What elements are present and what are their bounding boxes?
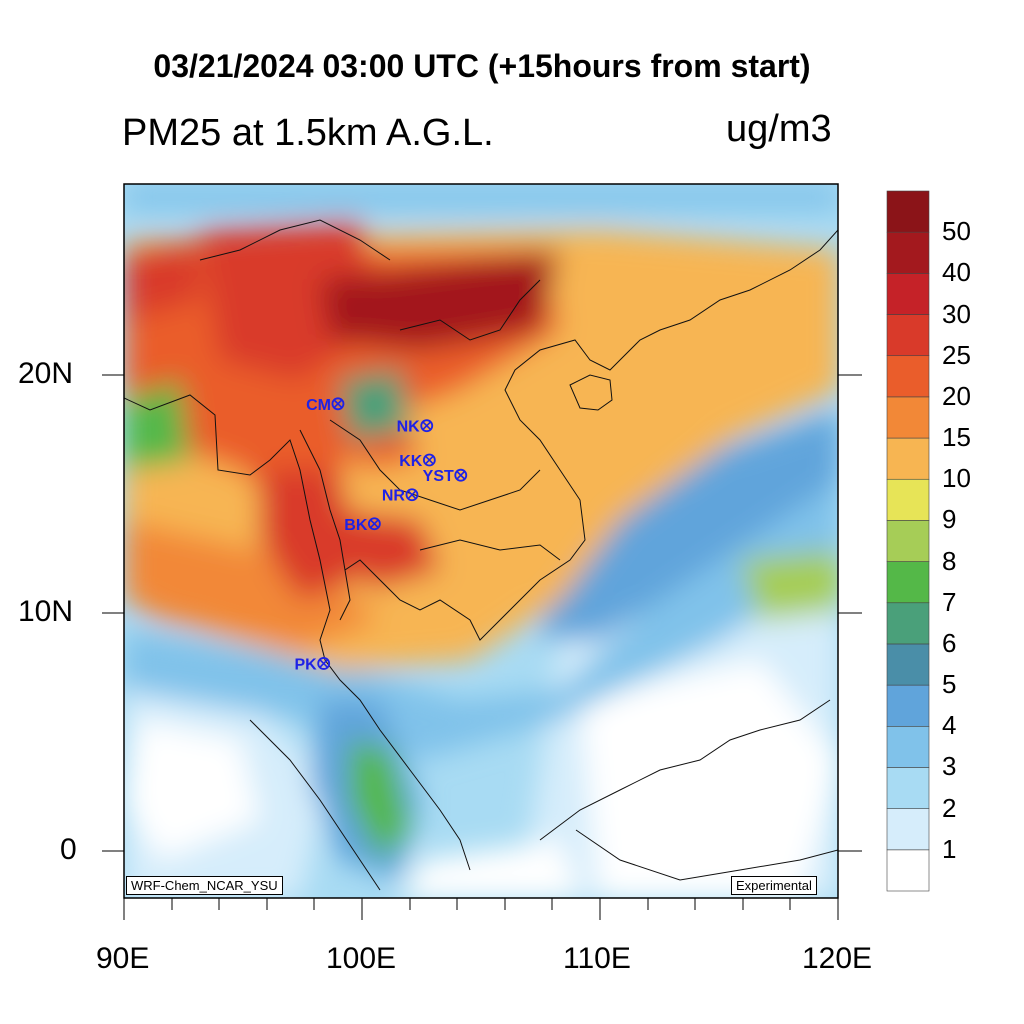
station-label: PK <box>294 656 317 673</box>
colorbar-level-label: 40 <box>942 257 971 288</box>
x-tick-label: 110E <box>563 942 631 975</box>
experimental-stamp: Experimental <box>731 876 817 895</box>
station-marker-icon <box>405 488 419 502</box>
station-label: YST <box>423 468 454 485</box>
station-marker-icon <box>331 397 345 411</box>
colorbar-level-label: 50 <box>942 216 971 247</box>
x-tick-label: 120E <box>802 942 873 975</box>
station-cross-icon <box>370 519 379 529</box>
colorbar-swatch <box>886 355 930 398</box>
y-tick-label: 0 <box>60 833 77 866</box>
colorbar-swatch <box>886 396 930 439</box>
x-tick-label: 90E <box>96 942 150 975</box>
station-cross-icon <box>333 399 343 409</box>
station-marker-icon <box>367 517 381 531</box>
colorbar-level-label: 5 <box>942 669 957 700</box>
main-title: 03/21/2024 03:00 UTC (+15hours from star… <box>153 48 811 84</box>
colorbar-level-label: 25 <box>942 339 971 370</box>
colorbar-swatch <box>886 190 930 233</box>
colorbar-swatch <box>886 273 930 315</box>
colorbar-level-label: 30 <box>942 298 971 329</box>
station-marker-icon <box>454 468 468 482</box>
station-cross-icon <box>456 470 466 480</box>
colorbar-swatch <box>886 602 930 645</box>
colorbar-swatch <box>886 725 930 768</box>
pm25-field <box>124 184 838 898</box>
colorbar-swatch <box>886 561 930 604</box>
station-label: NK <box>397 419 421 436</box>
x-tick-label: 100E <box>326 942 397 975</box>
y-tick-label: 20N <box>18 357 74 390</box>
colorbar-swatch <box>886 643 930 686</box>
colorbar-level-label: 4 <box>942 710 957 741</box>
colorbar-level-label: 10 <box>942 463 971 494</box>
colorbar-swatch <box>886 808 930 851</box>
station-cross-icon <box>407 490 417 500</box>
station-marker-icon <box>317 657 331 670</box>
station-label: KK <box>399 453 423 470</box>
colorbar-swatch <box>886 767 930 809</box>
station-cross-icon <box>422 421 432 431</box>
y-tick-label: 10N <box>18 595 74 628</box>
station-label: CM <box>306 397 331 414</box>
colorbar-level-label: 8 <box>942 545 957 576</box>
colorbar-level-label: 15 <box>942 422 971 453</box>
station-label: NR <box>382 488 406 505</box>
colorbar-level-label: 3 <box>942 751 957 782</box>
station-cross-icon <box>424 455 434 465</box>
coastlines <box>124 219 838 891</box>
colorbar-swatch <box>886 437 930 480</box>
station-marker-icon <box>420 419 434 433</box>
colorbar-swatch <box>886 314 930 357</box>
station-cross-icon <box>319 659 329 668</box>
colorbar-swatch <box>886 478 930 521</box>
colorbar-swatch <box>886 684 930 727</box>
colorbar <box>886 190 930 892</box>
model-stamp: WRF-Chem_NCAR_YSU <box>126 876 283 895</box>
station-marker-icon <box>422 453 436 467</box>
colorbar-swatch <box>886 231 930 274</box>
units-label: ug/m3 <box>726 108 832 150</box>
colorbar-level-label: 9 <box>942 504 957 535</box>
colorbar-swatch <box>886 520 930 562</box>
colorbar-level-label: 7 <box>942 586 957 617</box>
variable-title: PM25 at 1.5km A.G.L. <box>122 112 494 154</box>
colorbar-level-label: 1 <box>942 833 957 864</box>
colorbar-level-label: 2 <box>942 792 957 823</box>
station-label: BK <box>344 517 368 534</box>
colorbar-swatch <box>886 849 930 892</box>
colorbar-level-label: 6 <box>942 627 957 658</box>
colorbar-level-label: 20 <box>942 380 971 411</box>
